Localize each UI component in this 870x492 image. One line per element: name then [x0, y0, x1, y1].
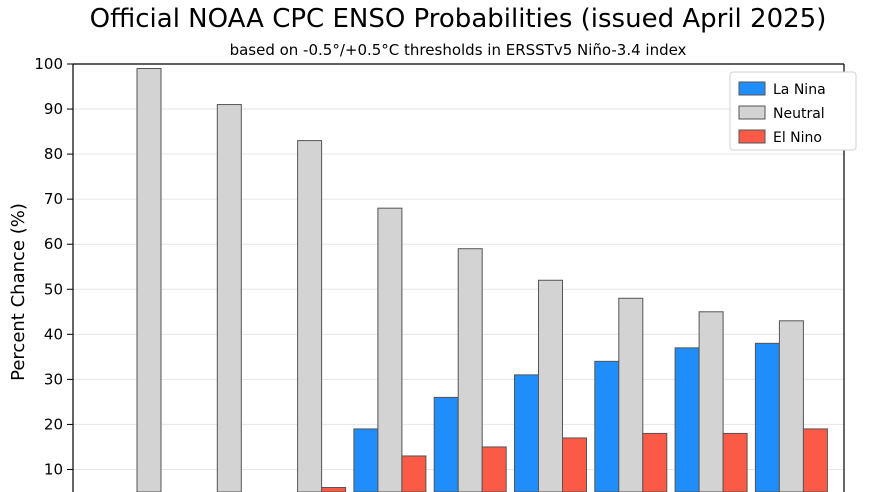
- bar-la-nina: [674, 347, 700, 492]
- y-tick-label: 90: [44, 100, 63, 118]
- bar-neutral: [618, 297, 644, 492]
- bar-la-nina: [594, 360, 620, 492]
- chart-title: Official NOAA CPC ENSO Probabilities (is…: [90, 4, 827, 34]
- y-axis-label: Percent Chance (%): [8, 203, 29, 381]
- bar-neutral: [297, 140, 323, 492]
- y-tick-label: 40: [44, 325, 63, 343]
- y-tick-label: 20: [44, 415, 63, 433]
- legend-label: El Nino: [773, 130, 822, 146]
- y-tick-label: 30: [44, 370, 63, 388]
- bar-el-nino: [722, 432, 748, 492]
- bar-neutral: [136, 68, 162, 492]
- y-tick-label: 70: [44, 190, 63, 208]
- y-tick-label: 10: [44, 460, 63, 478]
- bar-la-nina: [514, 374, 539, 492]
- bar-neutral: [698, 311, 724, 492]
- legend-label: Neutral: [773, 106, 825, 122]
- legend-swatch: [738, 105, 766, 120]
- bar-el-nino: [321, 486, 347, 492]
- bar-neutral: [538, 279, 563, 492]
- bar-neutral: [377, 207, 403, 492]
- bar-el-nino: [401, 455, 427, 492]
- bar-el-nino: [642, 432, 668, 492]
- legend-label: La Nina: [773, 82, 826, 98]
- y-tick-label: 50: [44, 280, 63, 298]
- legend-swatch: [738, 81, 766, 96]
- chart-subtitle: based on -0.5°/+0.5°C thresholds in ERSS…: [230, 41, 687, 59]
- bar-la-nina: [353, 428, 379, 492]
- y-tick-label: 60: [44, 235, 63, 253]
- y-tick-label: 100: [34, 55, 63, 73]
- bar-la-nina: [754, 342, 780, 492]
- bar-el-nino: [562, 437, 587, 492]
- bars: [136, 68, 828, 492]
- bar-neutral: [457, 248, 483, 492]
- bar-la-nina: [433, 396, 459, 492]
- bar-neutral: [778, 320, 804, 492]
- y-tick-label: 80: [44, 145, 63, 163]
- legend: La Nina Neutral El Nino: [729, 71, 857, 151]
- bar-neutral: [216, 104, 242, 492]
- bar-el-nino: [481, 446, 507, 492]
- legend-swatch: [738, 129, 766, 144]
- bar-el-nino: [802, 428, 828, 492]
